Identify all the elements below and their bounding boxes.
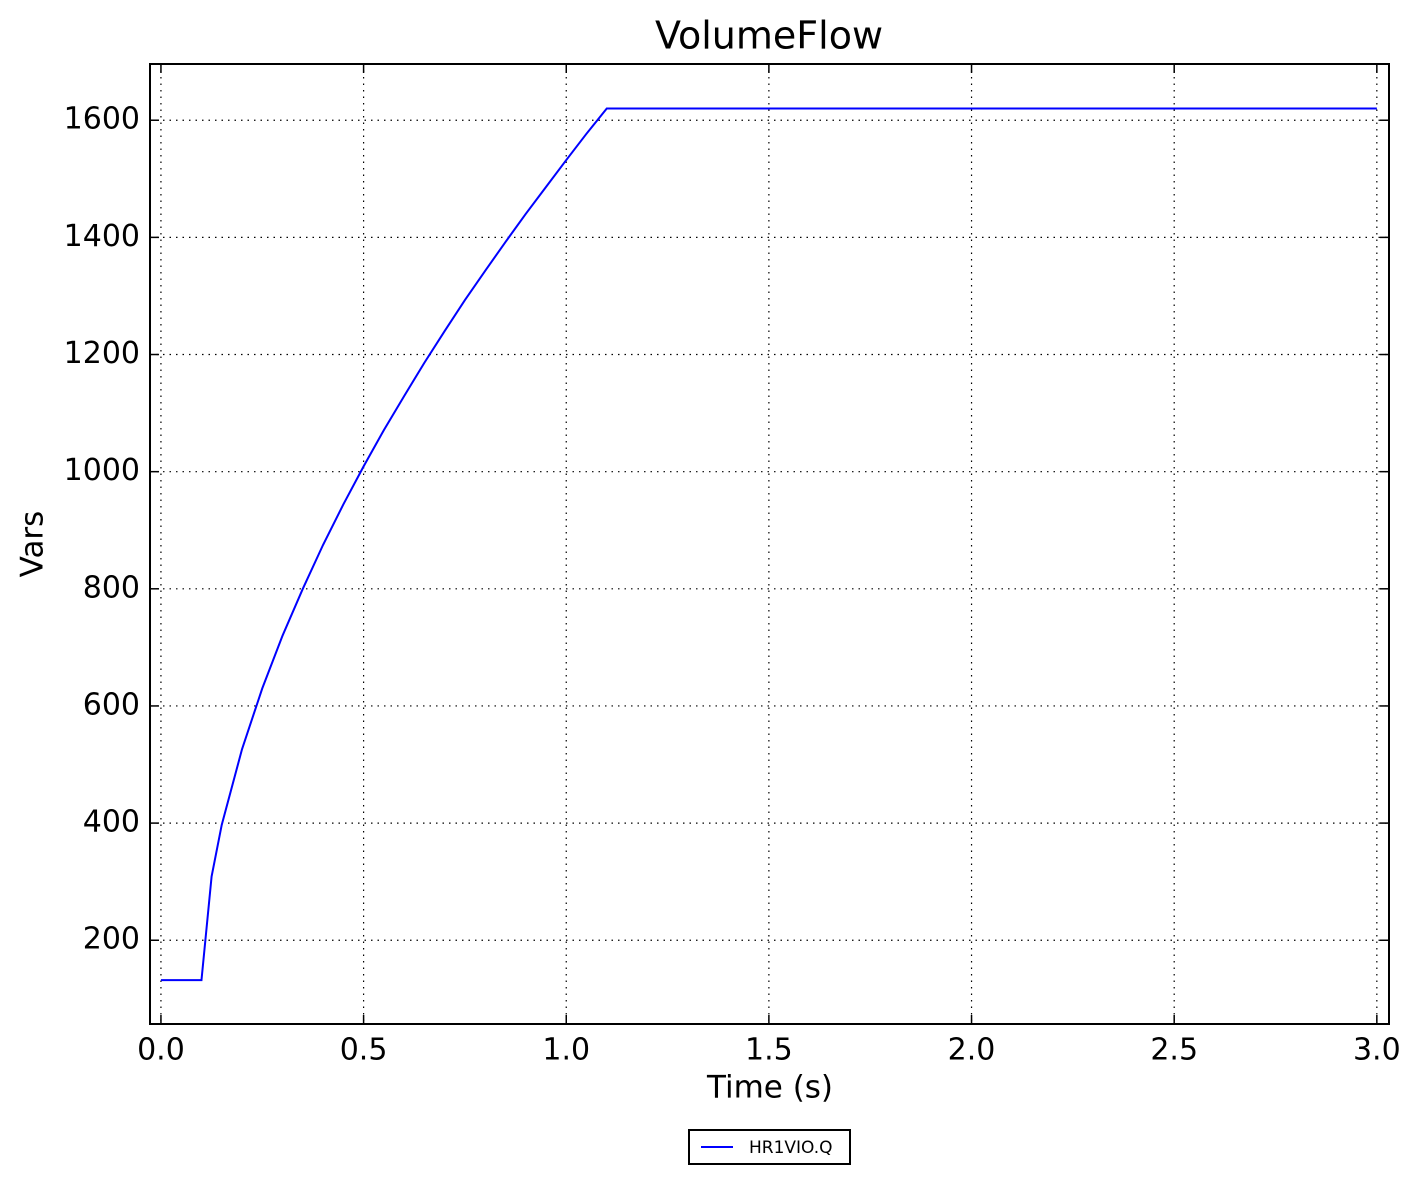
legend-label: HR1VIO.Q [749, 1138, 833, 1158]
y-tick-label: 800 [83, 570, 140, 605]
y-tick-label: 200 [83, 922, 140, 957]
y-tick-label: 1000 [64, 453, 140, 488]
y-tick-label: 600 [83, 687, 140, 722]
plot-frame [149, 63, 1390, 1025]
x-tick-label: 0.5 [340, 1033, 388, 1068]
data-line [160, 107, 1377, 982]
x-tick-label: 3.0 [1353, 1033, 1401, 1068]
y-tick-label: 1600 [64, 102, 140, 137]
x-axis-label: Time (s) [706, 1070, 833, 1106]
chart-title: VolumeFlow [655, 14, 883, 58]
x-tick-label: 1.0 [542, 1033, 590, 1068]
x-tick-label: 0.0 [137, 1033, 185, 1068]
legend-box [688, 1129, 851, 1165]
y-tick-label: 1400 [64, 219, 140, 254]
y-tick-label: 1200 [64, 336, 140, 371]
y-tick-label: 400 [83, 805, 140, 840]
x-tick-label: 2.5 [1150, 1033, 1198, 1068]
y-axis-label: Vars [15, 511, 51, 578]
x-tick-label: 2.0 [948, 1033, 996, 1068]
x-tick-label: 1.5 [745, 1033, 793, 1068]
